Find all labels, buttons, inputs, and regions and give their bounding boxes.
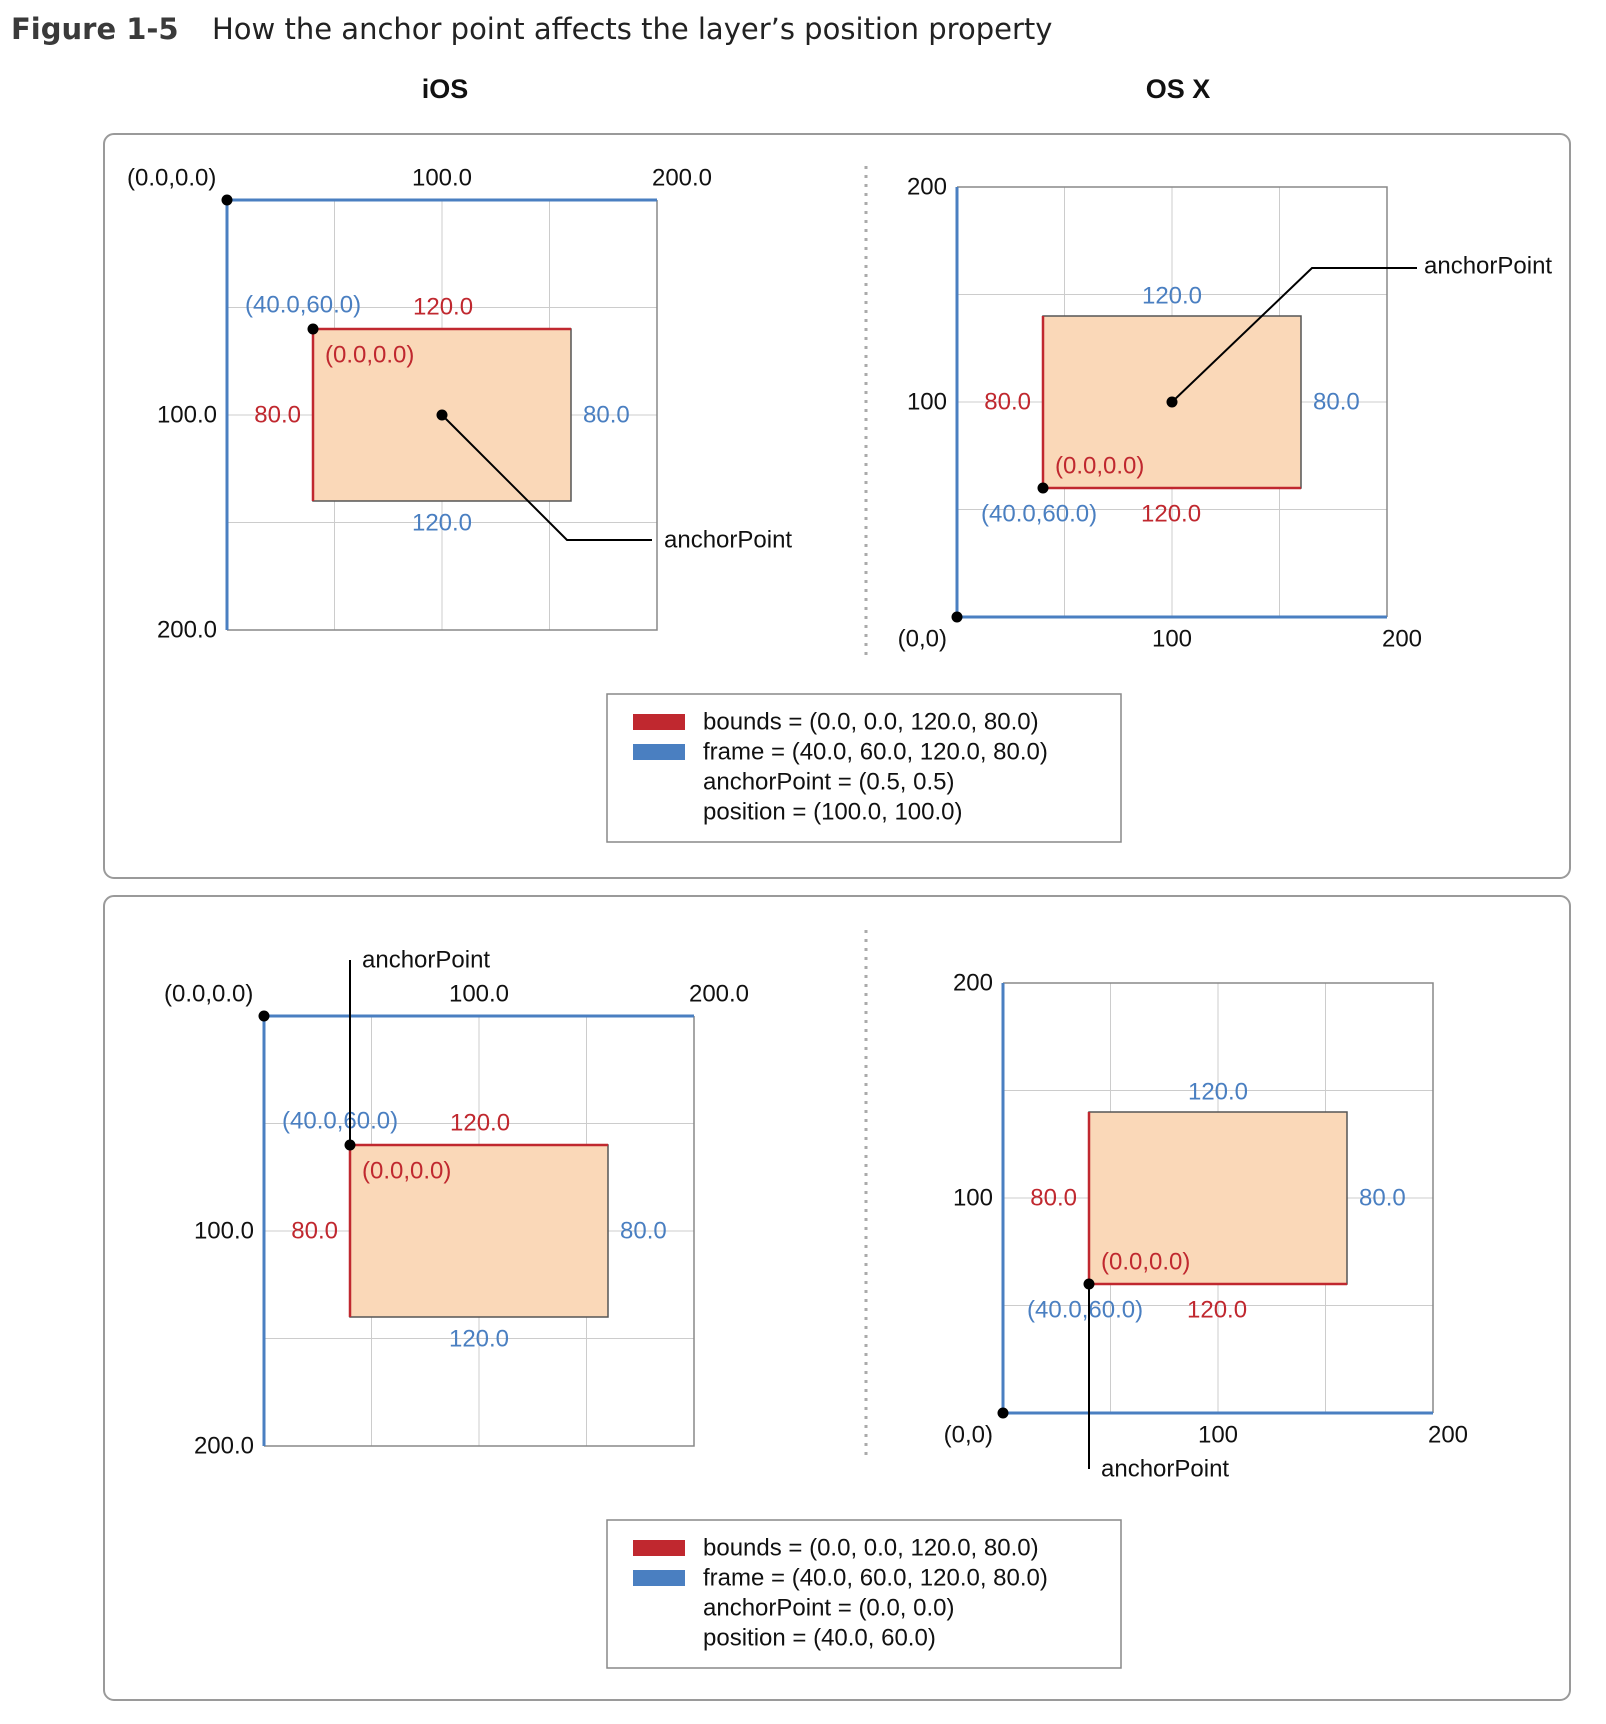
ios-y-tick-200: 200.0 bbox=[157, 617, 217, 644]
ios-bounds-height-label: 80.0 bbox=[254, 402, 301, 429]
legend-2-position-text: position = (40.0, 60.0) bbox=[703, 1625, 936, 1652]
legend-1-frame-swatch bbox=[633, 744, 685, 760]
ios-x-tick-100: 100.0 bbox=[412, 165, 472, 192]
ios-layer-rect bbox=[349, 1144, 609, 1318]
osx-frame-origin-label: (40.0,60.0) bbox=[981, 501, 1097, 528]
osx-bounds-height-label: 80.0 bbox=[1030, 1185, 1077, 1212]
legend-1-position-text: position = (100.0, 100.0) bbox=[703, 799, 963, 826]
ios-origin-label: (0.0,0.0) bbox=[164, 981, 253, 1008]
osx-frame-height-label: 80.0 bbox=[1359, 1185, 1406, 1212]
osx-x-tick-100: 100 bbox=[1198, 1422, 1238, 1449]
ios-x-tick-100: 100.0 bbox=[449, 981, 509, 1008]
osx-origin-label: (0,0) bbox=[944, 1422, 993, 1449]
ios-y-tick-100: 100.0 bbox=[157, 402, 217, 429]
osx-x-tick-200: 200 bbox=[1428, 1422, 1468, 1449]
osx-bounds-origin-label: (0.0,0.0) bbox=[1055, 453, 1144, 480]
ios-anchor-leader bbox=[441, 414, 652, 541]
ios-bounds-width-label: 120.0 bbox=[450, 1110, 510, 1137]
ios-origin-label: (0.0,0.0) bbox=[127, 165, 216, 192]
legend-1-box bbox=[606, 693, 1122, 843]
ios-frame-origin-label: (40.0,60.0) bbox=[282, 1108, 398, 1135]
osx-origin-label: (0,0) bbox=[898, 626, 947, 653]
ios-origin-dot bbox=[221, 194, 233, 206]
legend-2-bounds-text: bounds = (0.0, 0.0, 120.0, 80.0) bbox=[703, 1535, 1039, 1562]
ios-frame-origin-label: (40.0,60.0) bbox=[245, 292, 361, 319]
column-heading-ios: iOS bbox=[421, 74, 469, 104]
legend-1-bounds-swatch bbox=[633, 714, 685, 730]
osx-anchor-label: anchorPoint bbox=[1424, 253, 1552, 280]
figure-label: Figure 1-5 bbox=[11, 12, 179, 46]
osx-y-tick-200: 200 bbox=[907, 174, 947, 201]
osx-frame-width-label: 120.0 bbox=[1188, 1079, 1248, 1106]
osx-y-tick-200: 200 bbox=[953, 970, 993, 997]
ios-frame-width-label: 120.0 bbox=[449, 1326, 509, 1353]
osx-x-tick-200: 200 bbox=[1382, 626, 1422, 653]
osx-origin-dot bbox=[997, 1407, 1009, 1419]
ios-plot-border bbox=[264, 1016, 695, 1447]
legend-2-bounds-swatch bbox=[633, 1540, 685, 1556]
legend-2-box bbox=[606, 1519, 1122, 1669]
osx-frame-origin-label: (40.0,60.0) bbox=[1027, 1297, 1143, 1324]
osx-frame-width-label: 120.0 bbox=[1142, 283, 1202, 310]
figure-caption: Figure 1-5 How the anchor point affects … bbox=[0, 0, 1606, 70]
osx-frame-origin-dot bbox=[1037, 482, 1049, 494]
ios-x-tick-200: 200.0 bbox=[689, 981, 749, 1008]
osx-plot-border bbox=[1003, 982, 1434, 1413]
legend-2-anchorpoint-text: anchorPoint = (0.0, 0.0) bbox=[703, 1595, 954, 1622]
osx-bounds-origin-label: (0.0,0.0) bbox=[1101, 1249, 1190, 1276]
osx-y-tick-100: 100 bbox=[953, 1185, 993, 1212]
ios-bounds-height-label: 80.0 bbox=[291, 1218, 338, 1245]
ios-x-tick-200: 200.0 bbox=[652, 165, 712, 192]
ios-origin-dot bbox=[258, 1010, 270, 1022]
column-heading-osx: OS X bbox=[1145, 74, 1211, 104]
figure-title: How the anchor point affects the layer’s… bbox=[212, 12, 1053, 46]
osx-bounds-width-label: 120.0 bbox=[1141, 501, 1201, 528]
legend-1-anchorpoint-text: anchorPoint = (0.5, 0.5) bbox=[703, 769, 954, 796]
panel-1-frame bbox=[103, 133, 1571, 879]
osx-y-tick-100: 100 bbox=[907, 389, 947, 416]
osx-origin-dot bbox=[951, 611, 963, 623]
ios-frame-height-label: 80.0 bbox=[583, 402, 630, 429]
osx-plot-border bbox=[957, 186, 1388, 617]
ios-anchor-label: anchorPoint bbox=[362, 947, 490, 974]
ios-frame-width-label: 120.0 bbox=[412, 510, 472, 537]
ios-bounds-origin-label: (0.0,0.0) bbox=[362, 1158, 451, 1185]
ios-y-tick-200: 200.0 bbox=[194, 1433, 254, 1460]
osx-anchor-leader bbox=[1171, 267, 1417, 403]
osx-bounds-width-label: 120.0 bbox=[1187, 1297, 1247, 1324]
legend-1-frame-text: frame = (40.0, 60.0, 120.0, 80.0) bbox=[703, 739, 1048, 766]
ios-bounds-origin-label: (0.0,0.0) bbox=[325, 342, 414, 369]
panel-2-frame bbox=[103, 895, 1571, 1701]
ios-anchor-label: anchorPoint bbox=[664, 527, 792, 554]
osx-frame-height-label: 80.0 bbox=[1313, 389, 1360, 416]
ios-bounds-width-label: 120.0 bbox=[413, 294, 473, 321]
legend-1-bounds-text: bounds = (0.0, 0.0, 120.0, 80.0) bbox=[703, 709, 1039, 736]
legend-2-frame-swatch bbox=[633, 1570, 685, 1586]
osx-anchor-label: anchorPoint bbox=[1101, 1456, 1229, 1483]
legend-2-frame-text: frame = (40.0, 60.0, 120.0, 80.0) bbox=[703, 1565, 1048, 1592]
osx-bounds-height-label: 80.0 bbox=[984, 389, 1031, 416]
ios-frame-height-label: 80.0 bbox=[620, 1218, 667, 1245]
osx-layer-rect bbox=[1088, 1111, 1348, 1285]
ios-y-tick-100: 100.0 bbox=[194, 1218, 254, 1245]
ios-plot-border bbox=[227, 200, 658, 631]
ios-frame-origin-dot bbox=[307, 323, 319, 335]
osx-x-tick-100: 100 bbox=[1152, 626, 1192, 653]
